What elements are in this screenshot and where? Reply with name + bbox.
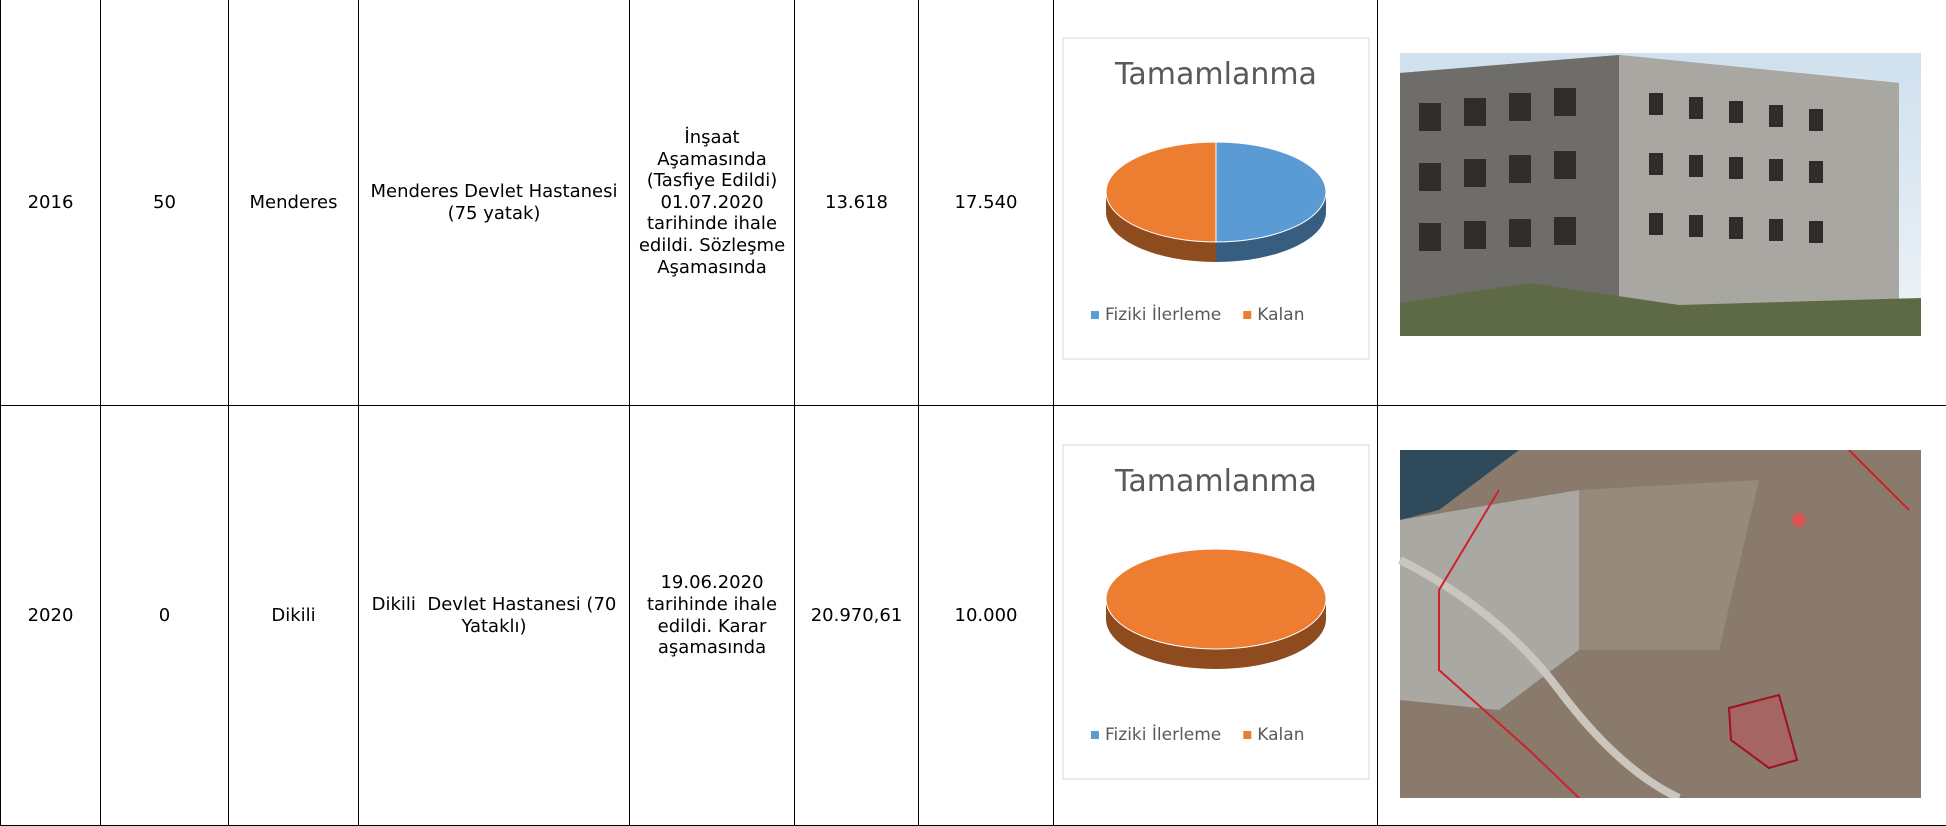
cell: 50 — [101, 0, 229, 406]
map-photo — [1379, 450, 1946, 798]
cell: 2020 — [1, 406, 101, 825]
cell: 10.000 — [919, 406, 1054, 825]
cell: Menderes Devlet Hastanesi (75 yatak) — [359, 0, 630, 406]
building-photo — [1379, 43, 1946, 378]
cell: 2016 — [1, 0, 101, 406]
cell: 20.970,61 — [795, 406, 919, 825]
cell: İnşaat Aşamasında (Tasfiye Edildi) 01.07… — [630, 0, 795, 406]
pie-slice — [1106, 549, 1326, 649]
chart-cell: Tamamlanma Fiziki İlerleme Kalan — [1054, 406, 1378, 825]
legend-label: Fiziki İlerleme — [1105, 724, 1221, 745]
legend-swatch — [1091, 311, 1099, 319]
legend-swatch — [1243, 731, 1251, 739]
image-cell — [1378, 0, 1946, 406]
cell: Dikili Devlet Hastanesi (70 Yataklı) — [359, 406, 630, 825]
table-row: 2016 50 Menderes Menderes Devlet Hastane… — [1, 0, 1946, 406]
cell: Dikili — [229, 406, 359, 825]
cell: 13.618 — [795, 0, 919, 406]
legend-label: Kalan — [1257, 725, 1304, 745]
hospital-table: 2016 50 Menderes Menderes Devlet Hastane… — [0, 0, 1946, 826]
pie-chart: Tamamlanma Fiziki İlerleme Kalan — [1055, 32, 1377, 367]
chart-title: Tamamlanma — [1114, 57, 1317, 92]
page: 2016 50 Menderes Menderes Devlet Hastane… — [0, 0, 1946, 686]
cell: 0 — [101, 406, 229, 825]
table-row: 2020 0 Dikili Dikili Devlet Hastanesi (7… — [1, 406, 1946, 825]
pie-chart: Tamamlanma Fiziki İlerleme Kalan — [1055, 439, 1377, 787]
legend-label: Kalan — [1257, 305, 1304, 325]
chart-cell: Tamamlanma Fiziki İlerleme Kalan — [1054, 0, 1378, 406]
image-cell — [1378, 406, 1946, 825]
legend-label: Fiziki İlerleme — [1105, 304, 1221, 325]
cell: 19.06.2020 tarihinde ihale edildi. Karar… — [630, 406, 795, 825]
chart-title: Tamamlanma — [1114, 464, 1317, 499]
legend-swatch — [1243, 311, 1251, 319]
legend-swatch — [1091, 731, 1099, 739]
cell: 17.540 — [919, 0, 1054, 406]
cell: Menderes — [229, 0, 359, 406]
